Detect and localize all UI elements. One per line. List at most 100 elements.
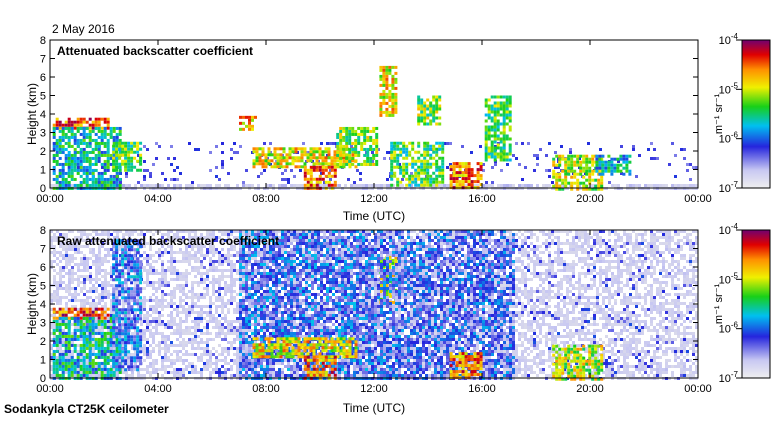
heatmap-cell xyxy=(74,124,77,127)
heatmap-cell xyxy=(236,326,239,329)
heatmap-cell xyxy=(101,154,104,157)
heatmap-cell xyxy=(236,305,239,308)
heatmap-cell xyxy=(281,368,284,371)
heatmap-cell xyxy=(509,159,512,162)
heatmap-cell xyxy=(53,166,56,169)
heatmap-cell xyxy=(348,130,351,133)
heatmap-cell xyxy=(446,184,449,187)
heatmap-cell xyxy=(56,124,59,127)
heatmap-cell xyxy=(256,162,259,165)
heatmap-cell xyxy=(152,335,155,338)
heatmap-cell xyxy=(391,66,394,69)
heatmap-cell xyxy=(107,169,110,172)
heatmap-cell xyxy=(56,257,59,260)
heatmap-cell xyxy=(176,359,179,362)
heatmap-cell xyxy=(77,172,80,175)
heatmap-cell xyxy=(625,167,628,170)
heatmap-cell xyxy=(188,338,191,341)
heatmap-cell xyxy=(558,158,561,161)
heatmap-cell xyxy=(254,257,257,260)
heatmap-cell xyxy=(146,326,149,329)
heatmap-cell xyxy=(500,169,503,172)
heatmap-cell xyxy=(465,177,468,180)
heatmap-cell xyxy=(164,323,167,326)
heatmap-cell xyxy=(139,169,142,172)
heatmap-cell xyxy=(170,257,173,260)
heatmap-cell xyxy=(203,362,206,365)
heatmap-cell xyxy=(600,179,603,182)
heatmap-cell xyxy=(585,170,588,173)
heatmap-cell xyxy=(200,263,203,266)
heatmap-cell xyxy=(224,257,227,260)
heatmap-cell xyxy=(194,260,197,263)
heatmap-cell xyxy=(121,148,124,151)
heatmap-cell xyxy=(179,251,182,254)
heatmap-cell xyxy=(435,105,438,108)
heatmap-cell xyxy=(399,181,402,184)
heatmap-cell xyxy=(206,329,209,332)
heatmap-cell xyxy=(227,311,230,314)
heatmap-cell xyxy=(185,314,188,317)
y-axis-label: Height (km) xyxy=(25,83,39,145)
heatmap-cell xyxy=(194,293,197,296)
heatmap-cell xyxy=(110,284,113,287)
heatmap-cell xyxy=(506,163,509,166)
heatmap-cell xyxy=(149,332,152,335)
heatmap-cell xyxy=(161,359,164,362)
heatmap-cell xyxy=(310,147,313,150)
heatmap-cell xyxy=(203,293,206,296)
heatmap-cell xyxy=(158,314,161,317)
heatmap-cell xyxy=(319,156,322,159)
heatmap-cell xyxy=(56,296,59,299)
heatmap-cell xyxy=(354,133,357,136)
heatmap-cell xyxy=(203,184,206,187)
heatmap-cell xyxy=(104,290,107,293)
heatmap-cell xyxy=(143,368,146,371)
heatmap-cell xyxy=(576,173,579,176)
heatmap-cell xyxy=(101,163,104,166)
heatmap-cell xyxy=(266,287,269,290)
heatmap-cell xyxy=(485,138,488,141)
heatmap-cell xyxy=(161,172,164,175)
heatmap-cell xyxy=(307,172,310,175)
heatmap-cell xyxy=(497,126,500,129)
heatmap-cell xyxy=(236,311,239,314)
heatmap-cell xyxy=(161,254,164,257)
heatmap-cell xyxy=(185,368,188,371)
heatmap-cell xyxy=(95,302,98,305)
heatmap-cell xyxy=(77,184,80,187)
heatmap-cell xyxy=(167,157,170,160)
heatmap-cell xyxy=(65,266,68,269)
heatmap-cell xyxy=(284,290,287,293)
heatmap-cell xyxy=(200,260,203,263)
heatmap-cell xyxy=(242,296,245,299)
heatmap-cell xyxy=(221,257,224,260)
heatmap-cell xyxy=(146,320,149,323)
heatmap-cell xyxy=(188,341,191,344)
heatmap-cell xyxy=(561,182,564,185)
heatmap-cell xyxy=(342,145,345,148)
heatmap-cell xyxy=(420,166,423,169)
heatmap-cell xyxy=(256,159,259,162)
heatmap-cell xyxy=(161,260,164,263)
y-tick-label: 3 xyxy=(40,128,46,140)
heatmap-cell xyxy=(194,335,197,338)
heatmap-cell xyxy=(591,158,594,161)
heatmap-cell xyxy=(287,326,290,329)
heatmap-cell xyxy=(435,181,438,184)
heatmap-cell xyxy=(161,314,164,317)
heatmap-cell xyxy=(185,311,188,314)
heatmap-cell xyxy=(110,127,113,130)
heatmap-cell xyxy=(227,347,230,350)
heatmap-cell xyxy=(372,157,375,160)
heatmap-cell xyxy=(191,299,194,302)
heatmap-cell xyxy=(218,329,221,332)
heatmap-cell xyxy=(233,308,236,311)
heatmap-cell xyxy=(53,245,56,248)
heatmap-cell xyxy=(89,127,92,130)
heatmap-cell xyxy=(423,172,426,175)
heatmap-cell xyxy=(429,181,432,184)
heatmap-cell xyxy=(293,320,296,323)
heatmap-cell xyxy=(227,332,230,335)
heatmap-cell xyxy=(164,359,167,362)
